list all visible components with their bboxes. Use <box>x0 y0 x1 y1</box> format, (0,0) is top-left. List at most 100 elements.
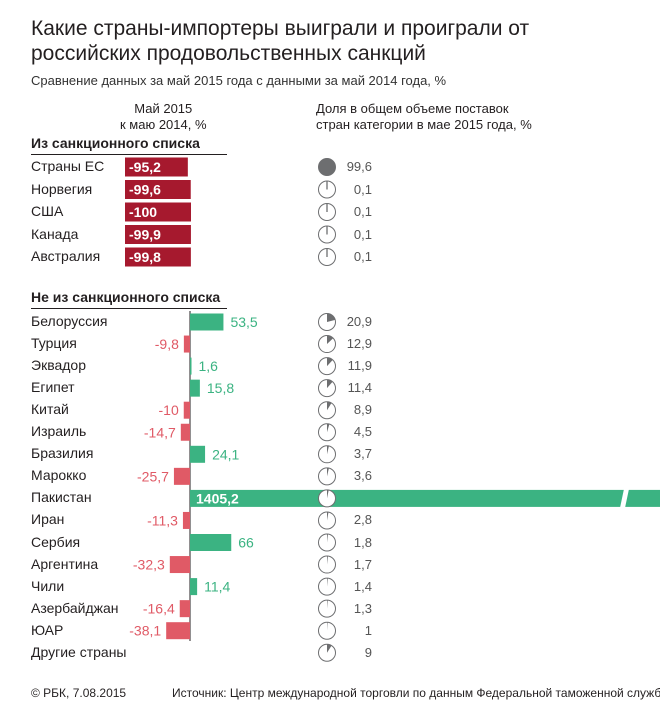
bar-2 <box>190 357 192 375</box>
bar-break-8 <box>620 488 629 508</box>
share-pie-11-slice <box>327 556 328 565</box>
country-label-10: Сербия <box>31 533 81 550</box>
section-sanctioned-divider <box>31 154 227 155</box>
bar-sanctioned-2 <box>125 202 191 222</box>
bar-value-sanctioned-0: -95,2 <box>129 159 161 175</box>
page-title: Какие страны-импортеры выиграли и проигр… <box>31 17 530 65</box>
country-label-sanctioned-1: Норвегия <box>31 180 93 197</box>
share-pie-0-slice <box>327 313 336 322</box>
share-value-sanctioned-1: 0,1 <box>353 181 372 197</box>
share-value-14: 1 <box>364 622 372 638</box>
country-label-0: Белоруссия <box>31 313 108 329</box>
share-value-5: 4,5 <box>353 424 372 440</box>
country-label-12: Чили <box>31 577 65 594</box>
share-pie-3-slice <box>327 379 333 389</box>
bar-6 <box>190 445 206 463</box>
bar-value-2: 1,6 <box>199 358 219 374</box>
bar-sanctioned-3 <box>125 225 191 244</box>
change-column-header: Май 2015 к маю 2014, % <box>120 101 207 133</box>
share-header-line-2: стран категории в мае 2015 года, % <box>316 117 532 132</box>
country-label-9: Иран <box>31 511 65 528</box>
share-pie-10-slice <box>327 534 328 543</box>
bar-5 <box>180 423 190 441</box>
share-pie-9-slice <box>327 511 329 521</box>
section-non-sanctioned-title: Не из санкционного списка <box>31 289 221 305</box>
bar-0 <box>190 313 224 331</box>
share-value-3: 11,4 <box>347 380 372 396</box>
share-header-line-1: Доля в общем объеме поставок <box>316 101 509 116</box>
country-label-sanctioned-4: Австралия <box>31 248 101 264</box>
share-pie-1-slice <box>327 335 334 345</box>
country-label-13: Азербайджан <box>31 599 119 616</box>
share-pie-13-slice <box>327 600 328 609</box>
country-label-3: Египет <box>31 379 75 396</box>
share-pie-4-slice <box>327 401 332 411</box>
share-pie-12-slice <box>327 578 328 587</box>
country-label-2: Эквадор <box>31 357 86 374</box>
share-pie-6-slice <box>327 445 329 455</box>
country-label-6: Бразилия <box>31 445 94 462</box>
share-value-9: 2,8 <box>353 512 372 528</box>
bar-11 <box>169 556 190 574</box>
share-value-sanctioned-4: 0,1 <box>353 249 372 264</box>
bar-10 <box>190 534 232 551</box>
section-sanctioned-title: Из санкционного списка <box>31 135 200 151</box>
share-value-sanctioned-0: 99,6 <box>346 159 372 174</box>
share-value-7: 3,6 <box>353 468 372 484</box>
footer-source: Источник: Центр международной торговли п… <box>172 686 660 700</box>
share-value-0: 20,9 <box>346 314 372 329</box>
page-subtitle: Сравнение данных за май 2015 года с данн… <box>31 73 447 88</box>
footer-copyright: © РБК, 7.08.2015 <box>31 686 127 700</box>
bar-value-3: 15,8 <box>207 380 234 396</box>
bar-sanctioned-0 <box>125 157 188 177</box>
share-value-10: 1,8 <box>353 534 372 550</box>
bar-value-11: -32,3 <box>133 557 165 573</box>
bar-value-14: -38,1 <box>129 623 161 639</box>
bar-value-sanctioned-2: -100 <box>129 204 157 220</box>
bar-sanctioned-4 <box>125 247 191 267</box>
bar-sanctioned-1 <box>125 180 191 199</box>
share-value-12: 1,4 <box>353 578 372 594</box>
share-pie-2-slice <box>327 357 333 367</box>
share-value-15: 9 <box>364 644 372 660</box>
bar-7 <box>173 467 190 485</box>
bar-value-4: -10 <box>159 402 179 418</box>
bar-value-6: 24,1 <box>212 446 239 462</box>
bar-value-5: -14,7 <box>144 424 176 440</box>
share-value-4: 8,9 <box>353 402 372 418</box>
share-column-header: Доля в общем объеме поставок стран катег… <box>316 101 532 133</box>
change-header-line-2: к маю 2014, % <box>120 117 207 132</box>
share-value-1: 12,9 <box>346 336 372 352</box>
bar-value-8: 1405,2 <box>196 490 239 506</box>
country-label-11: Аргентина <box>31 555 99 572</box>
bar-14 <box>166 622 190 640</box>
share-value-sanctioned-2: 0,1 <box>353 204 372 219</box>
bar-value-1: -9,8 <box>155 336 179 352</box>
bar-13 <box>179 600 190 618</box>
bar-value-0: 53,5 <box>230 314 257 330</box>
bar-value-13: -16,4 <box>143 601 175 617</box>
share-pie-sanctioned-0-fill <box>318 158 336 176</box>
share-pie-15-slice <box>327 644 332 653</box>
bar-value-9: -11,3 <box>147 512 178 528</box>
change-header-line-1: Май 2015 <box>134 101 193 116</box>
bar-value-sanctioned-4: -99,8 <box>129 249 161 265</box>
bar-value-sanctioned-1: -99,6 <box>129 182 161 198</box>
bar-4 <box>183 401 190 419</box>
bar-1 <box>183 335 190 353</box>
bar-3 <box>190 379 200 397</box>
country-label-1: Турция <box>31 335 77 352</box>
section-non-sanctioned-divider <box>31 308 227 309</box>
bar-12 <box>190 578 198 596</box>
share-value-sanctioned-3: 0,1 <box>353 226 372 242</box>
bar-value-10: 66 <box>238 535 254 551</box>
bar-8 <box>190 489 660 507</box>
share-pie-8-slice <box>327 489 329 499</box>
share-value-2: 11,9 <box>347 358 372 374</box>
country-label-sanctioned-3: Канада <box>31 225 79 242</box>
bar-value-7: -25,7 <box>137 468 169 484</box>
share-pie-14-slice <box>327 622 328 631</box>
country-label-14: ЮАР <box>31 621 64 638</box>
bar-value-12: 11,4 <box>204 579 230 595</box>
